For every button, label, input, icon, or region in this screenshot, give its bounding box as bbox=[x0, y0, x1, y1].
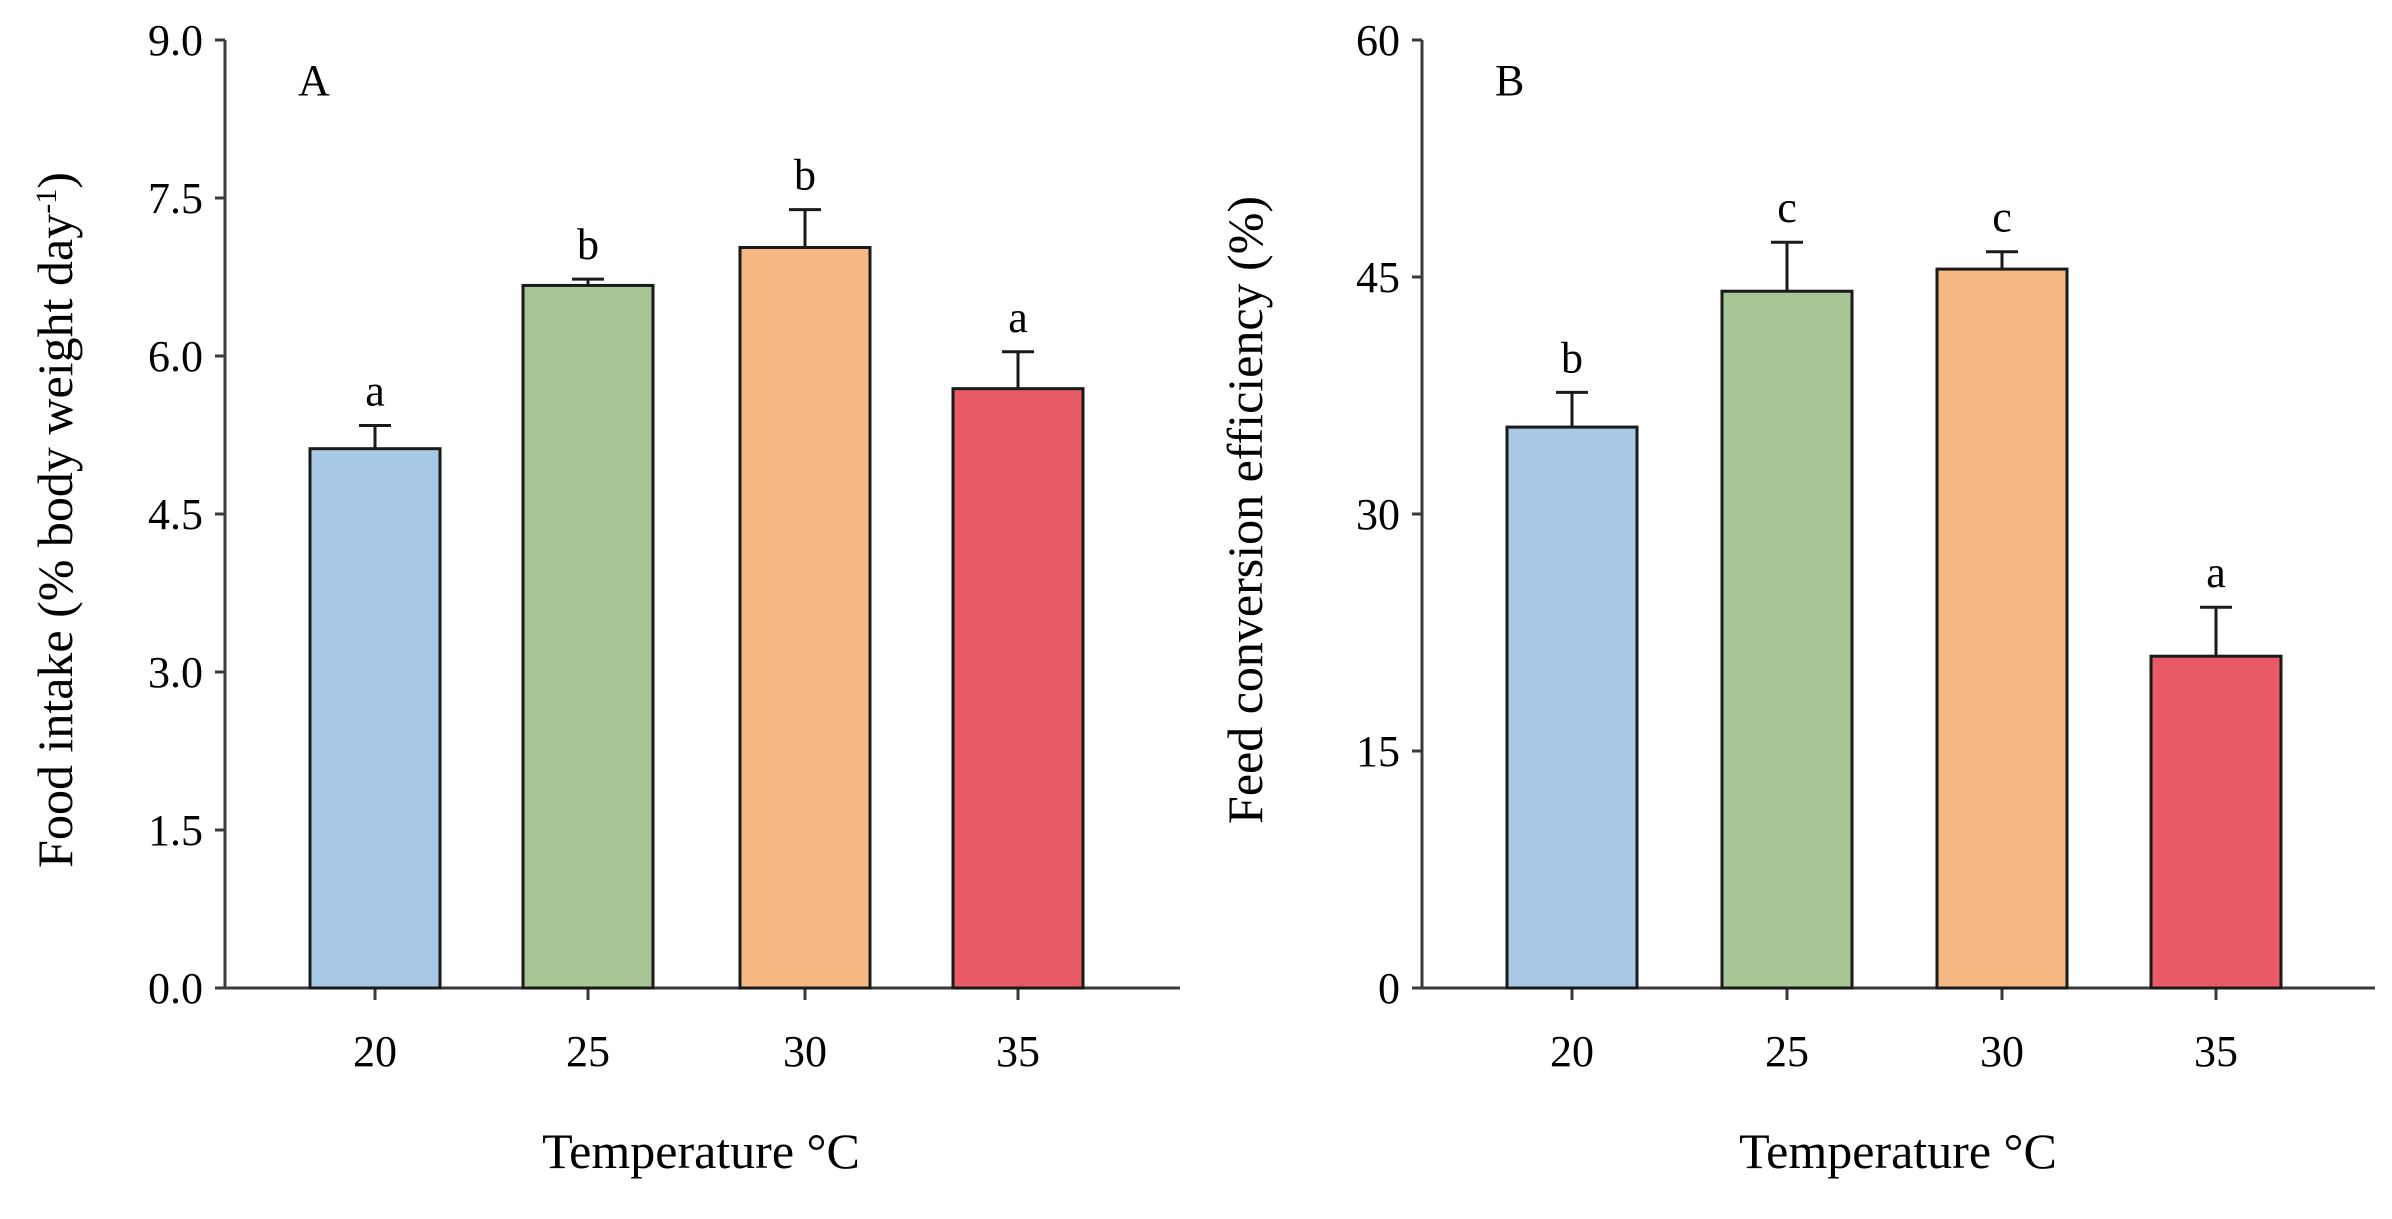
panel-a-y-axis-title: Food intake (% body weight day-1) bbox=[27, 172, 83, 868]
panel-b-significance-label: a bbox=[2206, 548, 2226, 597]
panel-a-x-tick-label: 25 bbox=[566, 1027, 610, 1076]
panel-a-y-tick-label: 9.0 bbox=[148, 16, 203, 65]
panel-a-y-tick-label: 1.5 bbox=[148, 806, 203, 855]
panel-b-x-tick-label: 30 bbox=[1980, 1027, 2024, 1076]
panel-b-x-tick-label: 20 bbox=[1550, 1027, 1594, 1076]
panel-b-x-axis-title: Temperature °C bbox=[1739, 1123, 2057, 1179]
panel-a-chart: A Food intake (% body weight day-1) Temp… bbox=[27, 16, 1180, 1179]
panel-b-y-tick-label: 60 bbox=[1356, 16, 1400, 65]
panel-a-x-tick-label: 35 bbox=[996, 1027, 1040, 1076]
panel-a-bar-25 bbox=[521, 283, 655, 990]
panel-b-x-tick-label: 35 bbox=[2194, 1027, 2238, 1076]
panel-a-x-axis-title: Temperature °C bbox=[542, 1123, 860, 1179]
panel-a-y-tick-label: 3.0 bbox=[148, 648, 203, 697]
panel-a-x-tick-label: 20 bbox=[353, 1027, 397, 1076]
panel-b-chart: B Feed conversion efficiency (%) Tempera… bbox=[1217, 16, 2375, 1179]
panel-a-bar-20 bbox=[308, 447, 442, 990]
panel-b-significance-label: c bbox=[1777, 183, 1797, 232]
panel-a-y-tick-label: 7.5 bbox=[148, 174, 203, 223]
panel-a-y-tick-label: 4.5 bbox=[148, 490, 203, 539]
panel-a-significance-label: a bbox=[1008, 293, 1028, 342]
panel-a-significance-label: b bbox=[577, 220, 599, 269]
panel-b-bar-20 bbox=[1505, 425, 1639, 990]
panel-b-bar-25 bbox=[1720, 289, 1854, 990]
panel-a-significance-label: b bbox=[794, 151, 816, 200]
panel-a-bar-30 bbox=[738, 246, 872, 990]
panel-a-label: A bbox=[298, 56, 330, 105]
panel-b-bar-35 bbox=[2149, 654, 2283, 990]
panel-b-y-tick-label: 45 bbox=[1356, 253, 1400, 302]
panel-a-bar-35 bbox=[951, 387, 1085, 990]
panel-b-x-tick-label: 25 bbox=[1765, 1027, 1809, 1076]
panel-a-significance-label: a bbox=[365, 367, 385, 416]
panel-b-y-tick-label: 30 bbox=[1356, 490, 1400, 539]
panel-b-y-tick-label: 0 bbox=[1378, 964, 1400, 1013]
panel-a-y-tick-label: 0.0 bbox=[148, 964, 203, 1013]
panel-b-y-tick-label: 15 bbox=[1356, 727, 1400, 776]
panel-a-x-tick-label: 30 bbox=[783, 1027, 827, 1076]
panel-b-bar-30 bbox=[1935, 267, 2069, 990]
panel-b-y-axis-title: Feed conversion efficiency (%) bbox=[1217, 196, 1273, 824]
panel-b-significance-label: b bbox=[1561, 333, 1583, 382]
panel-b-label: B bbox=[1495, 56, 1524, 105]
panel-b-significance-label: c bbox=[1992, 193, 2012, 242]
panel-a-y-tick-label: 6.0 bbox=[148, 332, 203, 381]
